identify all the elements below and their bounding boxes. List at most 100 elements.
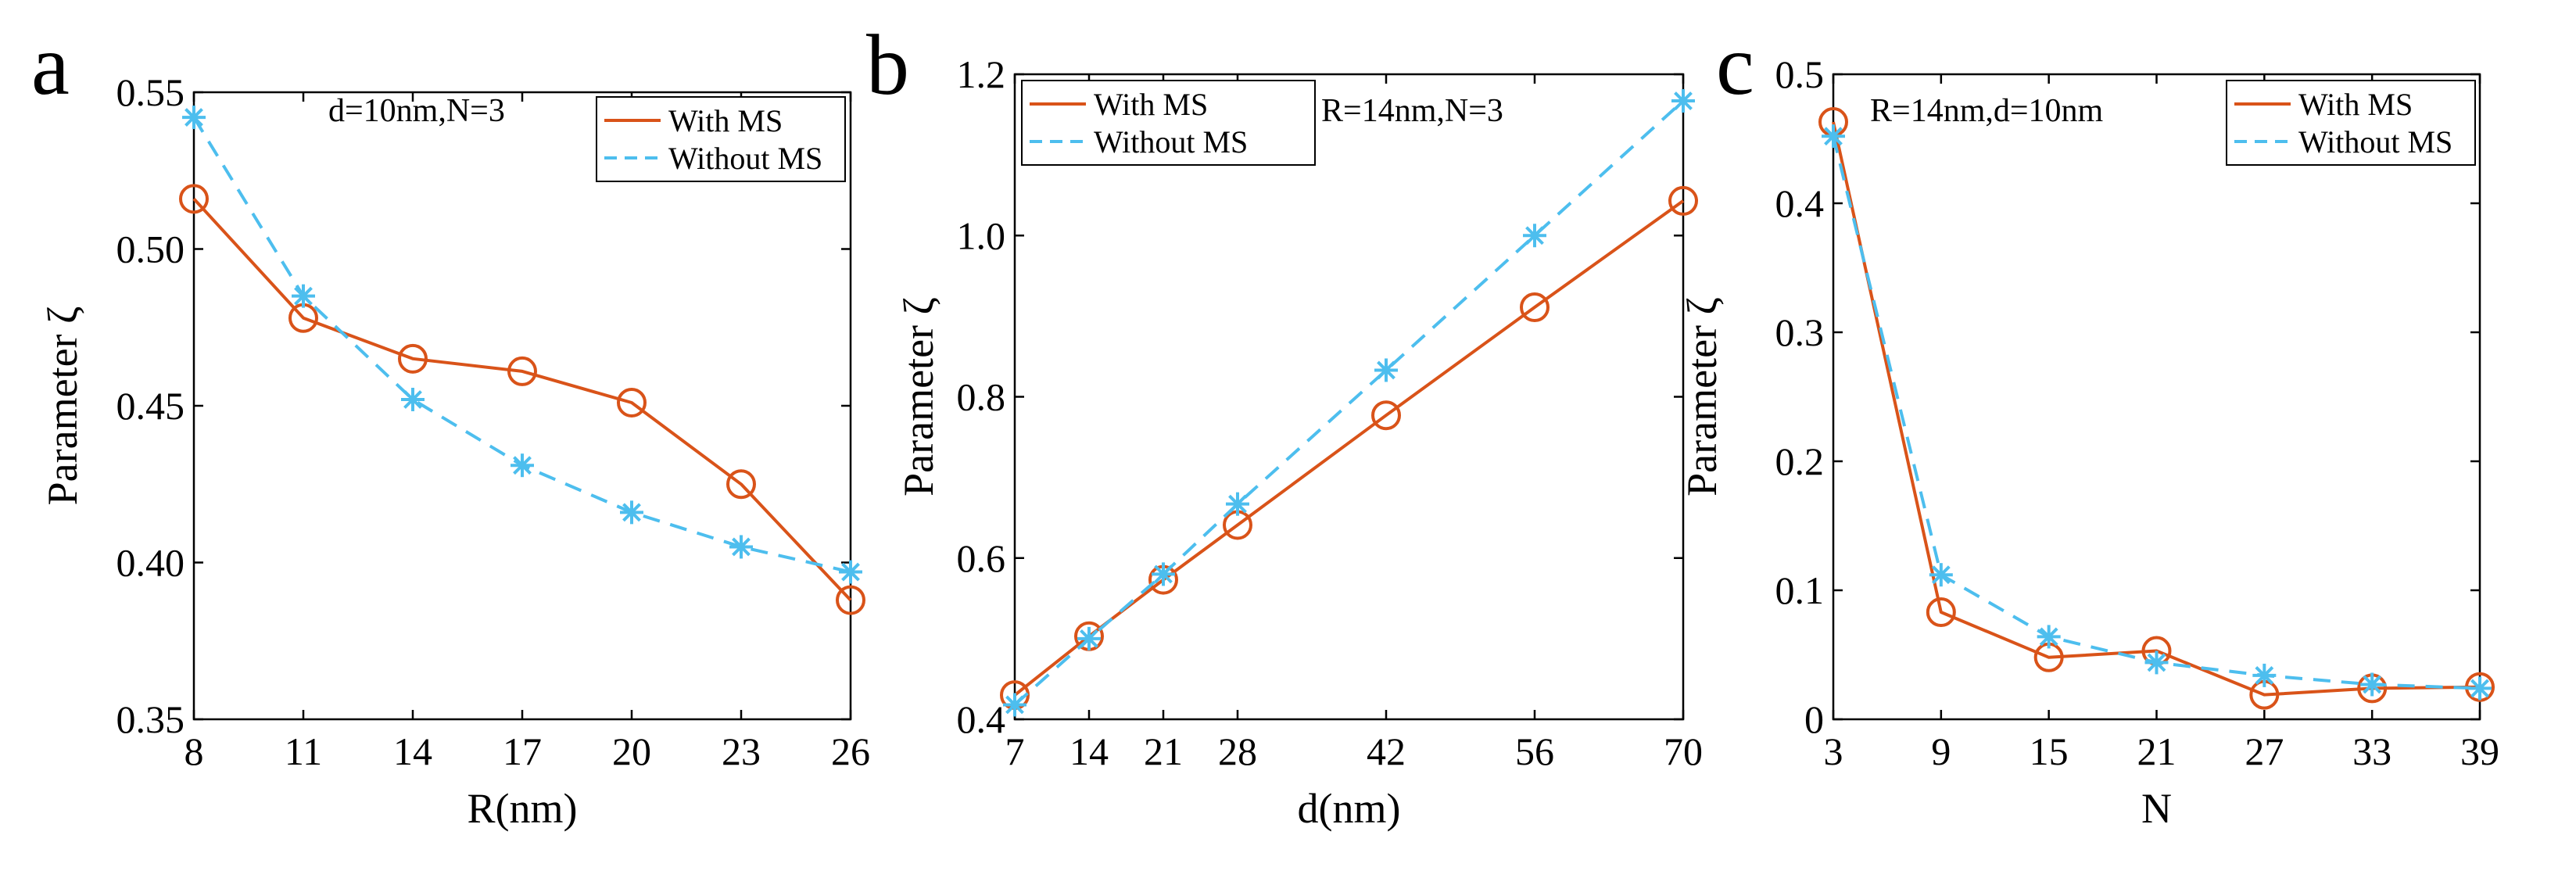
- data-point-without-ms: [1374, 358, 1398, 382]
- condition-annotation: R=14nm,d=10nm: [1870, 93, 2104, 129]
- panel-b: 7 14 21 28 42 56 70 0.4 0.6 0.8 1.0 1.2 d(nm) Paramet…: [866, 17, 1703, 832]
- data-point-without-ms: [182, 106, 206, 130]
- series-line-with-ms: [1013, 199, 1685, 697]
- data-point-without-ms: [401, 387, 425, 411]
- legend-frame: [1021, 80, 1316, 166]
- legend-frame: [2226, 80, 2476, 166]
- x-tick-label: 8: [185, 729, 204, 773]
- x-tick-label: 21: [2137, 729, 2177, 773]
- x-tick-label: 9: [1931, 729, 1951, 773]
- data-point-without-ms: [620, 500, 643, 525]
- series-line-without-ms: [192, 116, 851, 574]
- asterisk-stroke: [1674, 91, 1693, 110]
- legend-label-without-ms: Without MS: [1094, 124, 1248, 159]
- legend-label-with-ms: With MS: [668, 103, 783, 138]
- asterisk-stroke: [1824, 127, 1843, 146]
- data-point-without-ms: [1077, 626, 1101, 650]
- asterisk-stroke: [1154, 564, 1173, 584]
- data-point-without-ms: [1523, 224, 1546, 248]
- x-tick-label: 26: [831, 729, 870, 773]
- data-point-with-ms: [398, 343, 428, 374]
- data-point-without-ms: [2468, 676, 2492, 701]
- asterisk-stroke: [185, 108, 203, 127]
- asterisk-stroke: [294, 286, 313, 306]
- y-tick-label: 0.5: [1775, 52, 1825, 96]
- asterisk-stroke: [732, 537, 751, 557]
- x-tick-label: 7: [1005, 729, 1025, 773]
- asterisk-stroke: [2363, 675, 2382, 694]
- panel-letter: b: [866, 17, 909, 113]
- x-tick-label: 56: [1515, 729, 1554, 773]
- data-point-without-ms: [839, 560, 862, 584]
- y-axis-label: Parameter ζ: [39, 306, 86, 506]
- x-tick-label: 14: [393, 729, 432, 773]
- asterisk-stroke: [2147, 653, 2166, 672]
- asterisk-stroke: [2470, 679, 2489, 698]
- x-tick-label: 14: [1069, 729, 1109, 773]
- x-tick-label: 21: [1144, 729, 1183, 773]
- x-axis-label: d(nm): [1298, 785, 1401, 832]
- y-tick-label: 0.55: [116, 70, 185, 114]
- data-point-with-ms: [179, 184, 209, 214]
- y-tick-label: 0.45: [116, 384, 185, 428]
- data-point-without-ms: [1822, 124, 1845, 149]
- panel-letter: c: [1716, 17, 1754, 113]
- x-tick-label: 23: [722, 729, 761, 773]
- data-point-without-ms: [2252, 663, 2277, 687]
- y-tick-label: 1.2: [957, 52, 1006, 96]
- plot-frame: [192, 91, 852, 721]
- x-tick-label: 11: [285, 729, 322, 773]
- asterisk-stroke: [403, 390, 422, 409]
- data-point-with-ms: [836, 585, 865, 615]
- data-point-without-ms: [1929, 563, 1953, 587]
- data-point-with-ms: [1371, 400, 1401, 431]
- series-line-with-ms: [1832, 121, 2481, 697]
- panel-letter: a: [31, 17, 70, 113]
- x-tick-label: 3: [1824, 729, 1843, 773]
- data-point-with-ms: [507, 356, 537, 386]
- series-line-without-ms: [1013, 99, 1685, 706]
- y-tick-label: 1.0: [957, 213, 1006, 257]
- x-tick-label: 20: [612, 729, 651, 773]
- y-tick-label: 0.3: [1775, 310, 1825, 354]
- y-axis-label: Parameter ζ: [895, 297, 942, 496]
- x-tick-label: 39: [2460, 729, 2499, 773]
- asterisk-stroke: [622, 503, 641, 522]
- y-tick-label: 0.8: [957, 375, 1006, 419]
- y-tick-label: 0.4: [1775, 181, 1825, 225]
- asterisk-stroke: [1228, 494, 1247, 514]
- asterisk-stroke: [841, 562, 860, 582]
- data-point-with-ms: [1926, 597, 1956, 628]
- y-tick-label: 0.35: [116, 697, 185, 741]
- condition-annotation: R=14nm,N=3: [1321, 93, 1503, 129]
- legend-label-with-ms: With MS: [2298, 87, 2413, 122]
- x-tick-label: 42: [1367, 729, 1406, 773]
- plot-frame: [1013, 73, 1685, 721]
- asterisk-stroke: [2255, 665, 2274, 685]
- y-tick-label: 0.50: [116, 228, 185, 271]
- data-point-with-ms: [617, 387, 647, 417]
- asterisk-stroke: [1377, 360, 1395, 380]
- y-tick-label: 0.40: [116, 541, 185, 585]
- legend-label-without-ms: Without MS: [668, 141, 822, 176]
- asterisk-stroke: [1931, 565, 1951, 585]
- y-tick-label: 0.2: [1775, 439, 1825, 483]
- legend-label-with-ms: With MS: [1094, 87, 1208, 122]
- y-tick-label: 0.4: [957, 697, 1006, 741]
- data-point-with-ms: [1668, 185, 1698, 216]
- asterisk-stroke: [1525, 226, 1544, 245]
- data-point-without-ms: [2144, 650, 2169, 675]
- series-line-with-ms: [192, 197, 852, 601]
- asterisk-stroke: [1080, 629, 1098, 648]
- x-tick-label: 17: [503, 729, 542, 773]
- legend-frame: [596, 96, 846, 182]
- condition-annotation: d=10nm,N=3: [328, 93, 505, 129]
- y-axis-label: Parameter ζ: [1679, 297, 1725, 496]
- x-tick-label: 33: [2352, 729, 2391, 773]
- panel-a: 8 11 14 17 20 23 26 0.35 0.40 0.45 0.50 0.55 R(nm) Pa…: [31, 17, 870, 832]
